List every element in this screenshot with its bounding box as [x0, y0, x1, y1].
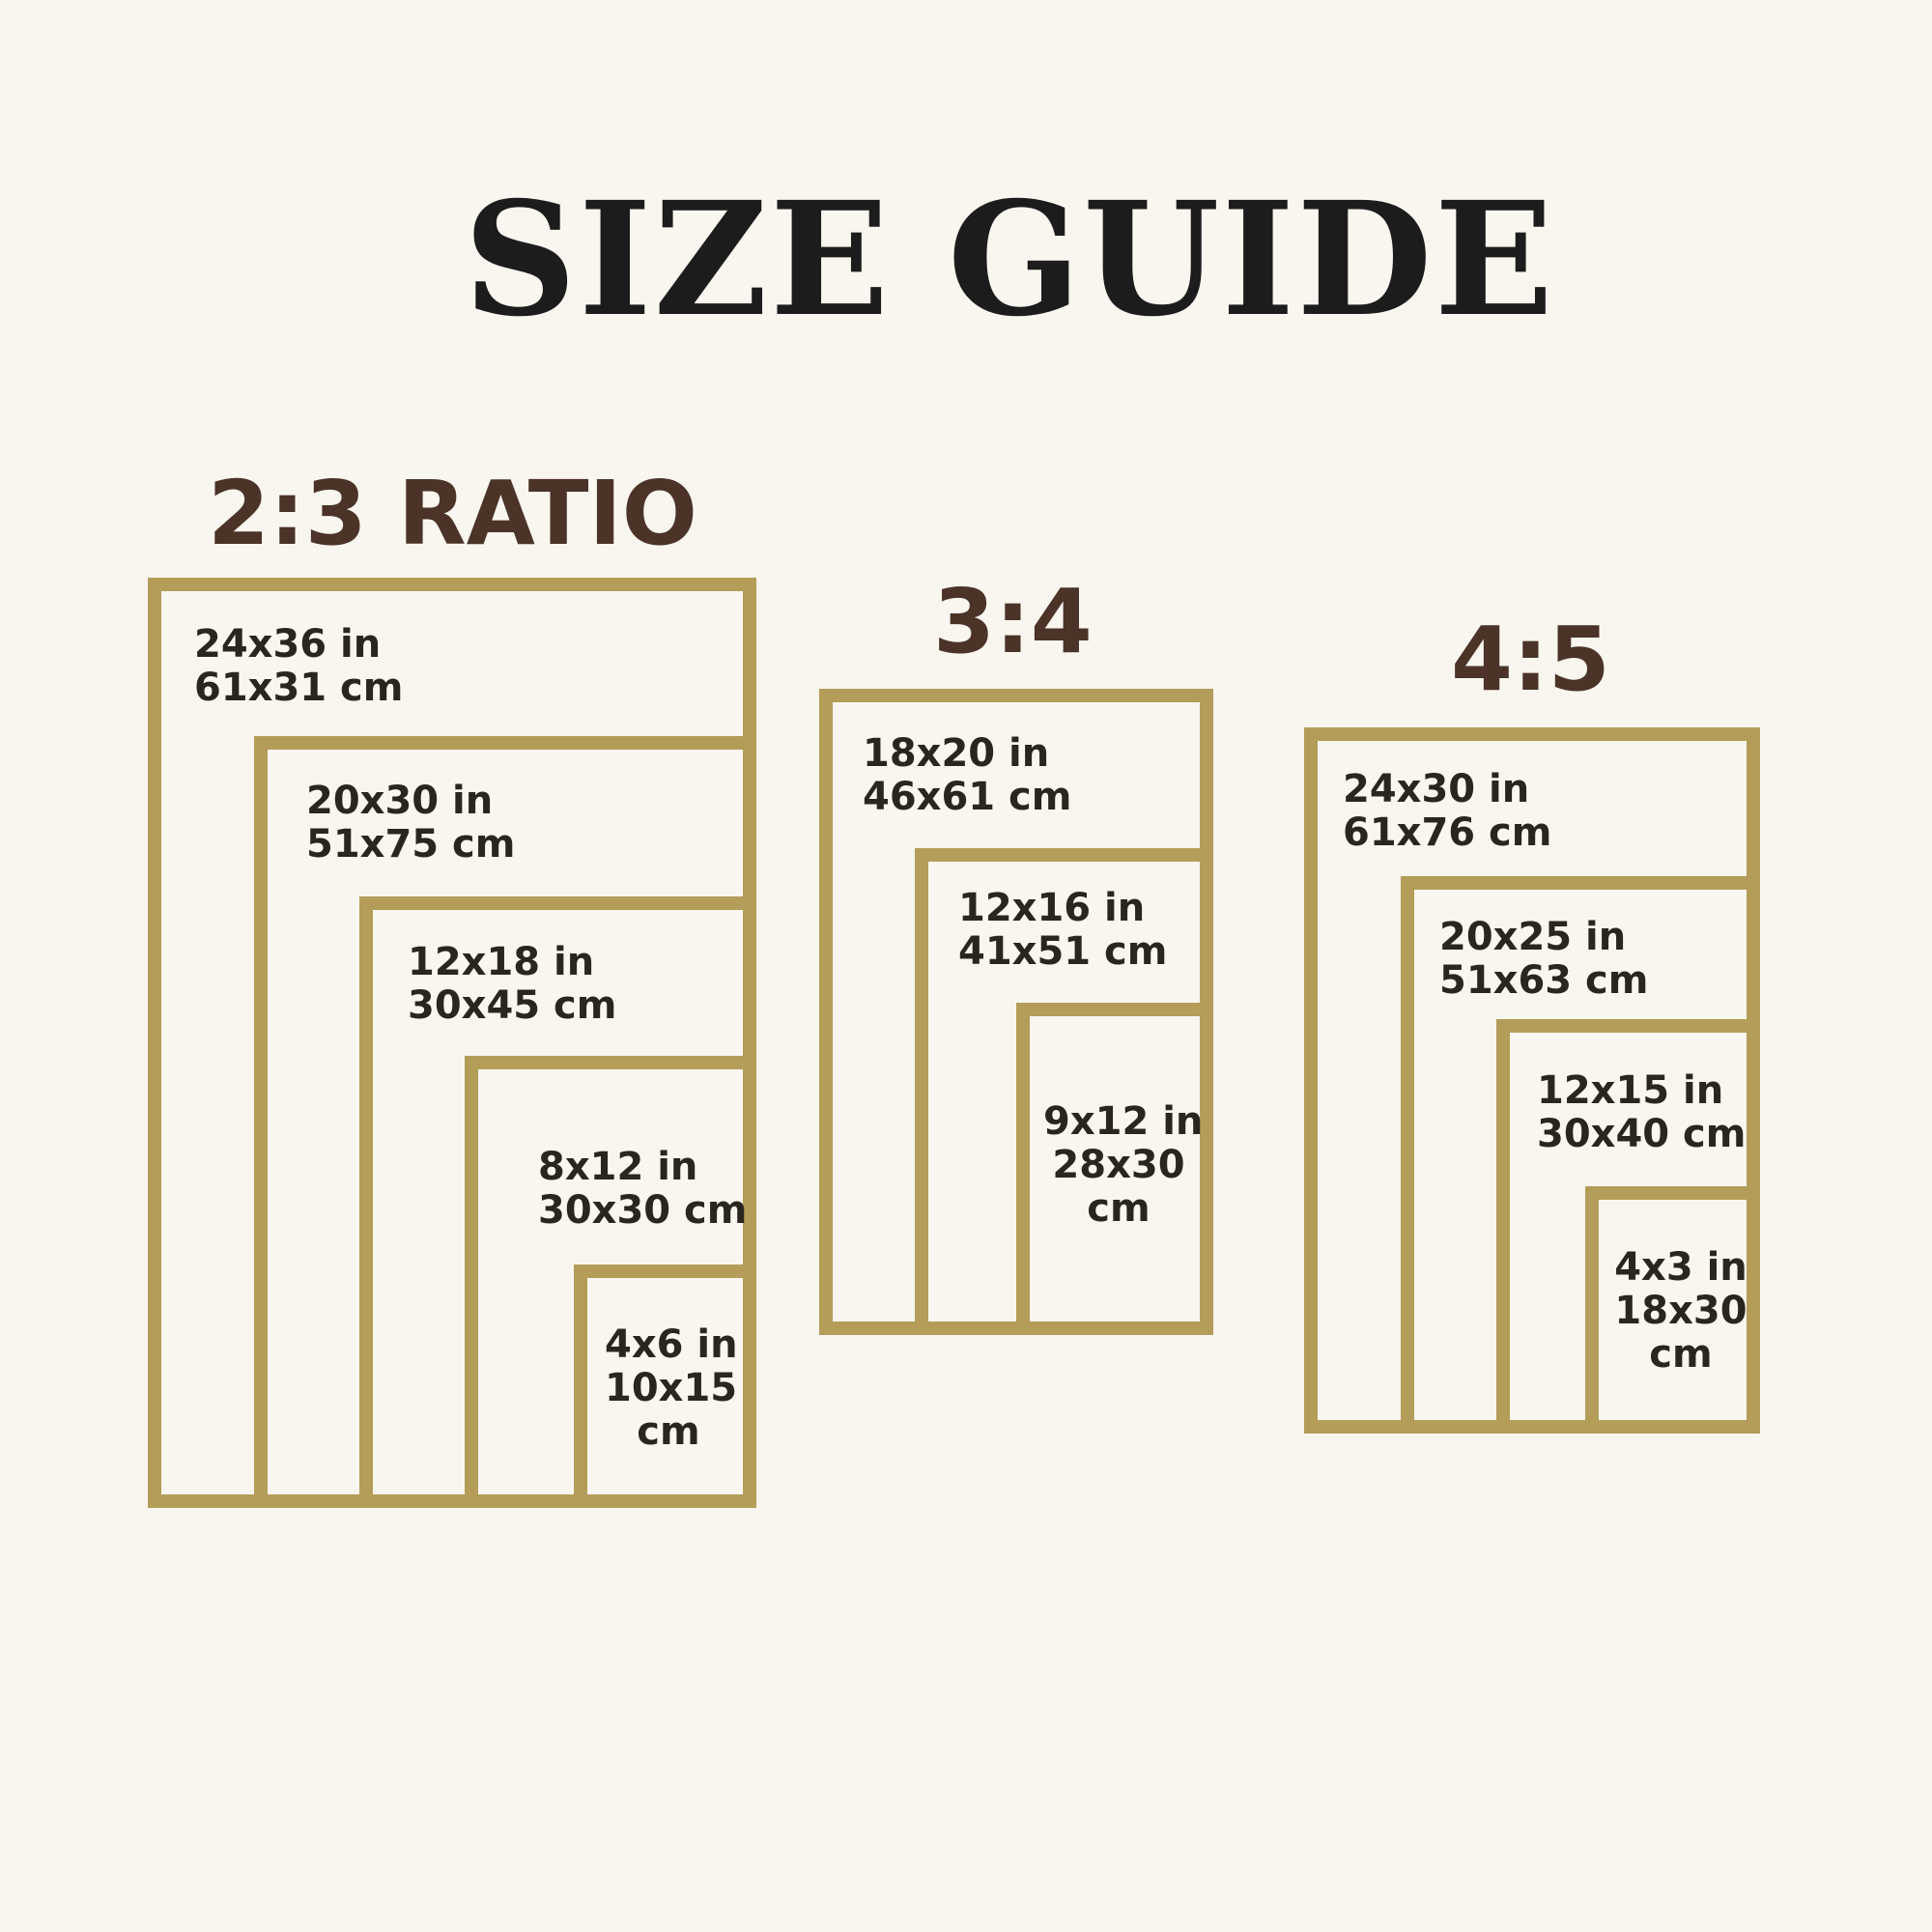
frame-24x30 — [1304, 727, 1760, 1434]
size-centimeters: 41x51 cm — [958, 929, 1168, 974]
frame-8x12 — [465, 1056, 750, 1501]
size-label-18x20: 18x20 in 46x61 cm — [863, 732, 1071, 819]
size-inches: 24x36 in — [194, 622, 382, 667]
size-inches: 12x18 in — [408, 940, 595, 984]
frame-20x25 — [1401, 876, 1747, 1420]
size-inches: 18x20 in — [863, 731, 1050, 776]
frame-24x36 — [148, 578, 756, 1508]
size-centimeters-unit: cm — [637, 1409, 700, 1454]
size-label-12x15: 12x15 in 30x40 cm — [1537, 1069, 1746, 1156]
ratio-heading-2-3: 2:3 RATIO — [208, 462, 697, 565]
ratio-heading-3-4: 3:4 — [933, 570, 1093, 673]
frame-12x16 — [915, 848, 1200, 1321]
size-label-20x30: 20x30 in 51x75 cm — [306, 780, 515, 867]
size-label-4x6: 4x6 in 10x15 cm — [605, 1322, 738, 1454]
size-centimeters: 51x75 cm — [306, 822, 516, 867]
size-centimeters: 30x30 cm — [538, 1188, 748, 1233]
frame-12x15 — [1496, 1019, 1747, 1420]
size-inches: 8x12 in — [538, 1145, 698, 1189]
size-label-4x3: 4x3 in 18x30 cm — [1607, 1246, 1754, 1377]
size-centimeters-unit: cm — [1087, 1186, 1151, 1231]
size-label-8x12: 8x12 in 30x30 cm — [538, 1146, 747, 1233]
size-inches: 9x12 in — [1043, 1099, 1204, 1144]
size-label-20x25: 20x25 in 51x63 cm — [1439, 916, 1648, 1003]
size-label-24x36: 24x36 in 61x31 cm — [194, 623, 403, 710]
size-label-12x18: 12x18 in 30x45 cm — [408, 941, 616, 1028]
size-inches: 4x6 in — [605, 1322, 738, 1367]
size-centimeters: 18x30 — [1614, 1289, 1747, 1333]
size-inches: 24x30 in — [1343, 767, 1530, 811]
size-label-24x30: 24x30 in 61x76 cm — [1343, 768, 1551, 855]
size-label-12x16: 12x16 in 41x51 cm — [958, 887, 1167, 974]
size-centimeters: 30x40 cm — [1537, 1112, 1747, 1156]
size-inches: 4x3 in — [1614, 1245, 1747, 1290]
frame-12x18 — [359, 896, 750, 1501]
frame-4x3 — [1585, 1186, 1747, 1420]
frame-9x12 — [1016, 1003, 1200, 1321]
frame-20x30 — [254, 736, 750, 1501]
size-centimeters: 10x15 — [605, 1366, 738, 1410]
size-centimeters: 28x30 — [1052, 1143, 1185, 1187]
size-centimeters: 46x61 cm — [863, 775, 1072, 819]
size-inches: 20x25 in — [1439, 915, 1627, 959]
frame-4x6 — [574, 1264, 750, 1501]
size-centimeters: 61x31 cm — [194, 666, 404, 710]
size-centimeters: 30x45 cm — [408, 983, 617, 1028]
size-inches: 12x16 in — [958, 886, 1146, 930]
ratio-heading-4-5: 4:5 — [1451, 608, 1610, 711]
size-inches: 12x15 in — [1537, 1068, 1724, 1113]
size-label-9x12: 9x12 in 28x30 cm — [1043, 1099, 1204, 1231]
page-title: SIZE GUIDE — [463, 168, 1556, 352]
size-centimeters-unit: cm — [1649, 1332, 1713, 1377]
size-inches: 20x30 in — [306, 779, 494, 823]
frame-18x20 — [819, 689, 1213, 1335]
size-centimeters: 61x76 cm — [1343, 810, 1552, 855]
size-centimeters: 51x63 cm — [1439, 958, 1649, 1003]
